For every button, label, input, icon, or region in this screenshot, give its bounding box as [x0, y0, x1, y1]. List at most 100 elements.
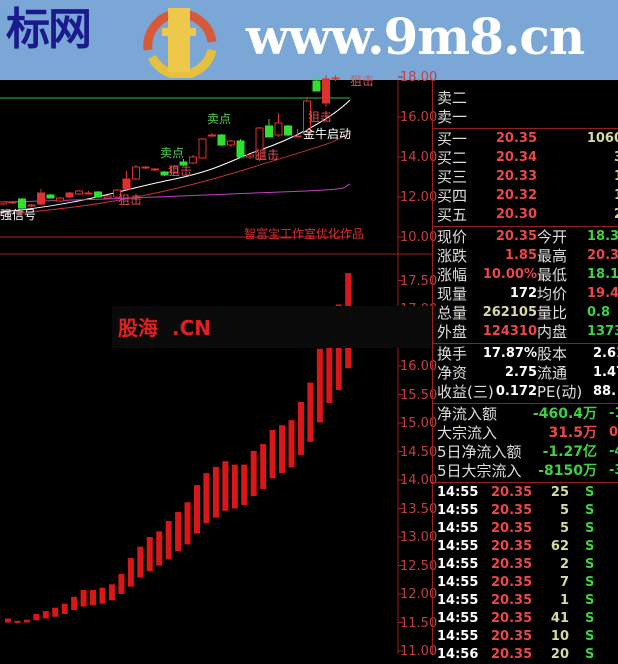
flow-row: 净流入额 -460.4万 -1	[437, 405, 618, 423]
price-bar	[165, 521, 172, 560]
price-bar	[297, 401, 304, 455]
ask-label: 卖一	[437, 108, 468, 126]
price-bar	[99, 587, 106, 604]
tick-price: 20.35	[491, 575, 533, 590]
kline-axis-label: 12.00	[400, 190, 438, 205]
info-row: 换手 17.87%股本 2.61亿	[437, 345, 618, 363]
stat-label: 最低	[537, 266, 568, 284]
info-value: 0.172	[495, 384, 537, 399]
price-bar	[118, 574, 125, 594]
candle	[284, 125, 292, 136]
tick-price: 20.35	[491, 611, 533, 626]
ask-row: 卖二	[437, 89, 618, 107]
price-bar	[307, 382, 314, 442]
stat-label: 量比	[537, 304, 568, 322]
bid-row: 买三 20.33 1	[437, 168, 618, 186]
watermark-text: 股海	[118, 316, 158, 340]
stat-row: 总量 262105 量比 0.8	[437, 304, 618, 322]
logo-badge-icon	[143, 8, 217, 78]
stat-label: 今开	[537, 228, 568, 246]
tick-row: 14:55 20.35 1 S	[437, 592, 618, 610]
stat-label: 总量	[437, 304, 468, 322]
tick-row: 14:56 20.35 20 S	[437, 646, 618, 664]
price-bar	[71, 596, 78, 610]
bid-price: 20.33	[495, 169, 537, 184]
stat-label: 外盘	[437, 323, 468, 341]
price-bar	[108, 584, 115, 601]
price-bar	[61, 603, 68, 614]
candle	[208, 133, 216, 137]
tick-volume: 1	[559, 593, 569, 608]
candle	[113, 189, 121, 198]
tick-side: S	[585, 611, 595, 626]
bid-row: 买五 20.30 2	[437, 206, 618, 224]
stat-label: 涨幅	[437, 266, 468, 284]
price-bar	[42, 611, 49, 619]
tick-row: 14:55 20.35 5 S	[437, 502, 618, 520]
candle	[198, 138, 207, 159]
annotation-strong-signal: 强信号	[0, 208, 37, 222]
price-bar	[241, 464, 248, 506]
candle	[293, 129, 302, 138]
kline-axis-label: 16.00	[400, 110, 438, 125]
price-bar	[127, 558, 134, 587]
bid-price: 20.30	[495, 207, 537, 222]
kline-axis-label: 18.00	[400, 70, 438, 85]
price-bar	[250, 450, 257, 496]
stat-label: 内盘	[537, 323, 568, 341]
candle	[312, 78, 321, 92]
info-value: 2.75	[504, 365, 537, 380]
site-banner: 标网 www.9m8.cn	[0, 0, 618, 80]
bid-price: 20.34	[495, 150, 537, 165]
flow-label: 5日净流入额	[437, 443, 522, 461]
bid-row: 买二 20.34 3	[437, 149, 618, 167]
candle	[27, 204, 36, 207]
candle	[236, 139, 245, 158]
candle	[56, 197, 64, 202]
tick-price: 20.35	[491, 593, 533, 608]
bid-row: 买四 20.32 1	[437, 187, 618, 205]
flow-pct: -1	[609, 406, 618, 421]
annotation-snipe5: 狙击	[350, 74, 375, 88]
ask-row: 卖一	[437, 108, 618, 126]
tick-price: 20.35	[491, 647, 533, 662]
tick-side: S	[585, 593, 595, 608]
tick-row: 14:55 20.35 41 S	[437, 610, 618, 628]
price-bar	[80, 590, 87, 607]
stat-value: 124310	[482, 324, 537, 339]
divider	[433, 403, 618, 404]
price-bar	[326, 343, 333, 404]
tick-side: S	[585, 503, 595, 518]
tick-price: 20.35	[491, 557, 533, 572]
bid-volume: 1060	[586, 131, 618, 146]
candle	[122, 171, 131, 190]
kline-axis-label: 10.00	[400, 230, 438, 245]
tick-volume: 10	[550, 629, 569, 644]
tick-price: 20.35	[491, 503, 533, 518]
price-bar	[90, 590, 97, 606]
tick-time: 14:55	[437, 485, 479, 500]
bid-row: 买一 20.35 1060	[437, 130, 618, 148]
tick-row: 14:55 20.35 2 S	[437, 556, 618, 574]
candle	[8, 201, 17, 204]
stat-value: 20.35	[495, 229, 537, 244]
info-label: 换手	[437, 345, 468, 363]
candle	[246, 154, 254, 159]
price-bar	[14, 620, 21, 624]
candle	[94, 191, 102, 198]
candle	[132, 165, 140, 180]
price-axis-label: 13.00	[400, 530, 438, 545]
stat-label: 涨跌	[437, 247, 468, 265]
flow-value: -8150万	[538, 463, 597, 479]
tick-volume: 5	[559, 503, 569, 518]
candle	[274, 113, 283, 137]
annotation-snipe2: 狙击	[168, 164, 193, 178]
candle	[103, 195, 112, 199]
info-value: 2.61亿	[593, 346, 618, 361]
stat-label: 最高	[537, 247, 568, 265]
price-bar	[184, 502, 191, 545]
candle	[0, 201, 7, 205]
price-axis-label: 11.50	[400, 615, 438, 631]
stat-label: 均价	[537, 285, 568, 303]
